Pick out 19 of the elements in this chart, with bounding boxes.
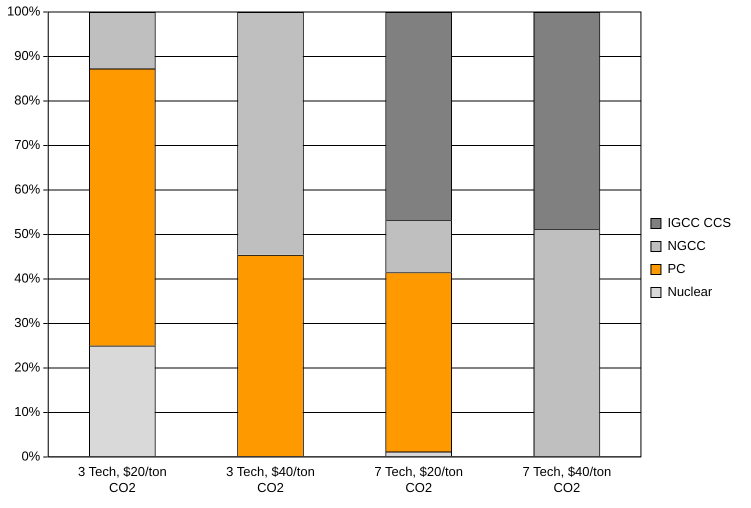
y-tick-label: 90% — [14, 48, 41, 64]
y-tick-label: 60% — [14, 182, 41, 196]
y-tick-label: 20% — [14, 359, 41, 374]
legend-label: IGCC CCS — [667, 215, 732, 230]
y-tick-label: 40% — [14, 270, 41, 286]
x-tick-label: 7 Tech, $20/ton CO2 — [374, 464, 464, 495]
legend-label: PC — [667, 261, 686, 276]
x-tick-label: 7 Tech, $40/ton CO2 — [522, 464, 612, 495]
y-tick-label: 50% — [14, 226, 41, 241]
y-tick-label: 10% — [14, 404, 41, 419]
legend-label: NGCC — [667, 238, 706, 254]
y-tick-label: 80% — [14, 92, 41, 108]
x-tick-label: 3 Tech, $40/ton CO2 — [226, 464, 315, 495]
y-tick-label: 100% — [7, 4, 41, 19]
legend-label: Nuclear — [667, 284, 713, 300]
y-tick-label: 70% — [14, 137, 41, 152]
y-tick-label: 0% — [21, 448, 41, 464]
y-tick-label: 30% — [14, 314, 41, 330]
x-tick-label: 3 Tech, $20/ton CO2 — [78, 464, 167, 495]
